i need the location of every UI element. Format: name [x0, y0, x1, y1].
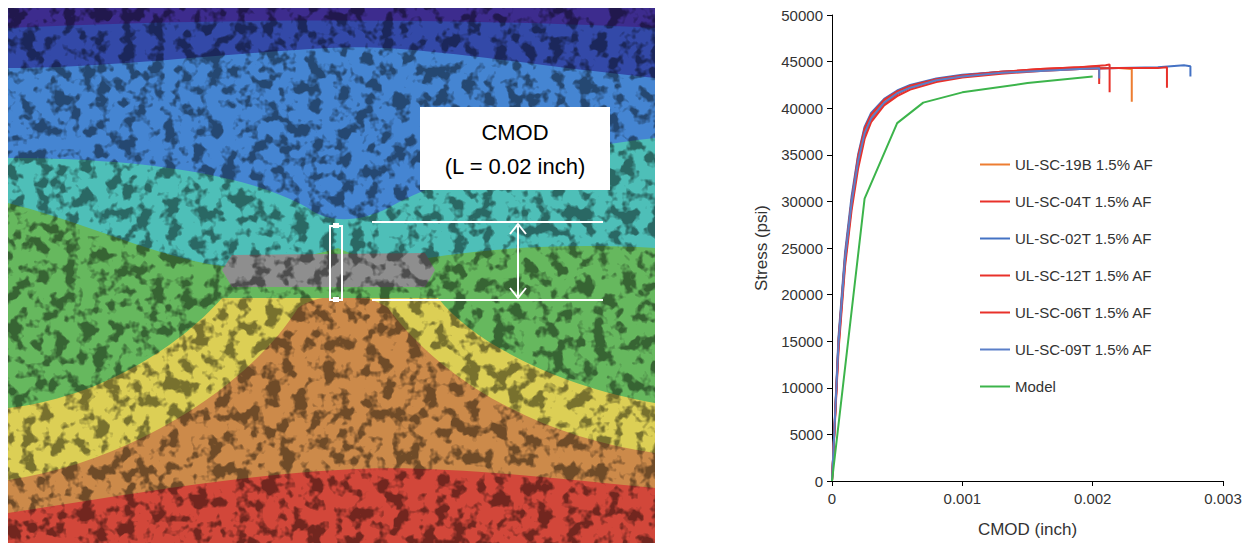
- svg-text:UL-SC-06T 1.5% AF: UL-SC-06T 1.5% AF: [1015, 304, 1151, 321]
- svg-text:45000: 45000: [781, 53, 823, 70]
- svg-text:0.002: 0.002: [1074, 490, 1112, 507]
- svg-text:25000: 25000: [781, 240, 823, 257]
- svg-text:0: 0: [815, 473, 823, 490]
- svg-text:40000: 40000: [781, 100, 823, 117]
- svg-text:0.003: 0.003: [1204, 490, 1242, 507]
- svg-text:0.001: 0.001: [944, 490, 982, 507]
- svg-text:UL-SC-09T 1.5% AF: UL-SC-09T 1.5% AF: [1015, 341, 1151, 358]
- svg-text:CMOD: CMOD: [481, 120, 548, 145]
- svg-text:UL-SC-02T 1.5% AF: UL-SC-02T 1.5% AF: [1015, 230, 1151, 247]
- svg-text:(L = 0.02 inch): (L = 0.02 inch): [445, 154, 585, 179]
- svg-text:CMOD (inch): CMOD (inch): [978, 520, 1077, 539]
- svg-text:Stress (psi): Stress (psi): [752, 205, 771, 291]
- svg-text:Model: Model: [1015, 378, 1056, 395]
- svg-text:UL-SC-19B 1.5% AF: UL-SC-19B 1.5% AF: [1015, 156, 1153, 173]
- svg-text:5000: 5000: [790, 426, 823, 443]
- svg-text:UL-SC-04T 1.5% AF: UL-SC-04T 1.5% AF: [1015, 193, 1151, 210]
- svg-text:35000: 35000: [781, 146, 823, 163]
- svg-text:15000: 15000: [781, 333, 823, 350]
- svg-text:10000: 10000: [781, 379, 823, 396]
- svg-text:50000: 50000: [781, 7, 823, 24]
- svg-text:UL-SC-12T 1.5% AF: UL-SC-12T 1.5% AF: [1015, 267, 1151, 284]
- svg-text:20000: 20000: [781, 286, 823, 303]
- svg-text:0: 0: [828, 490, 836, 507]
- svg-text:30000: 30000: [781, 193, 823, 210]
